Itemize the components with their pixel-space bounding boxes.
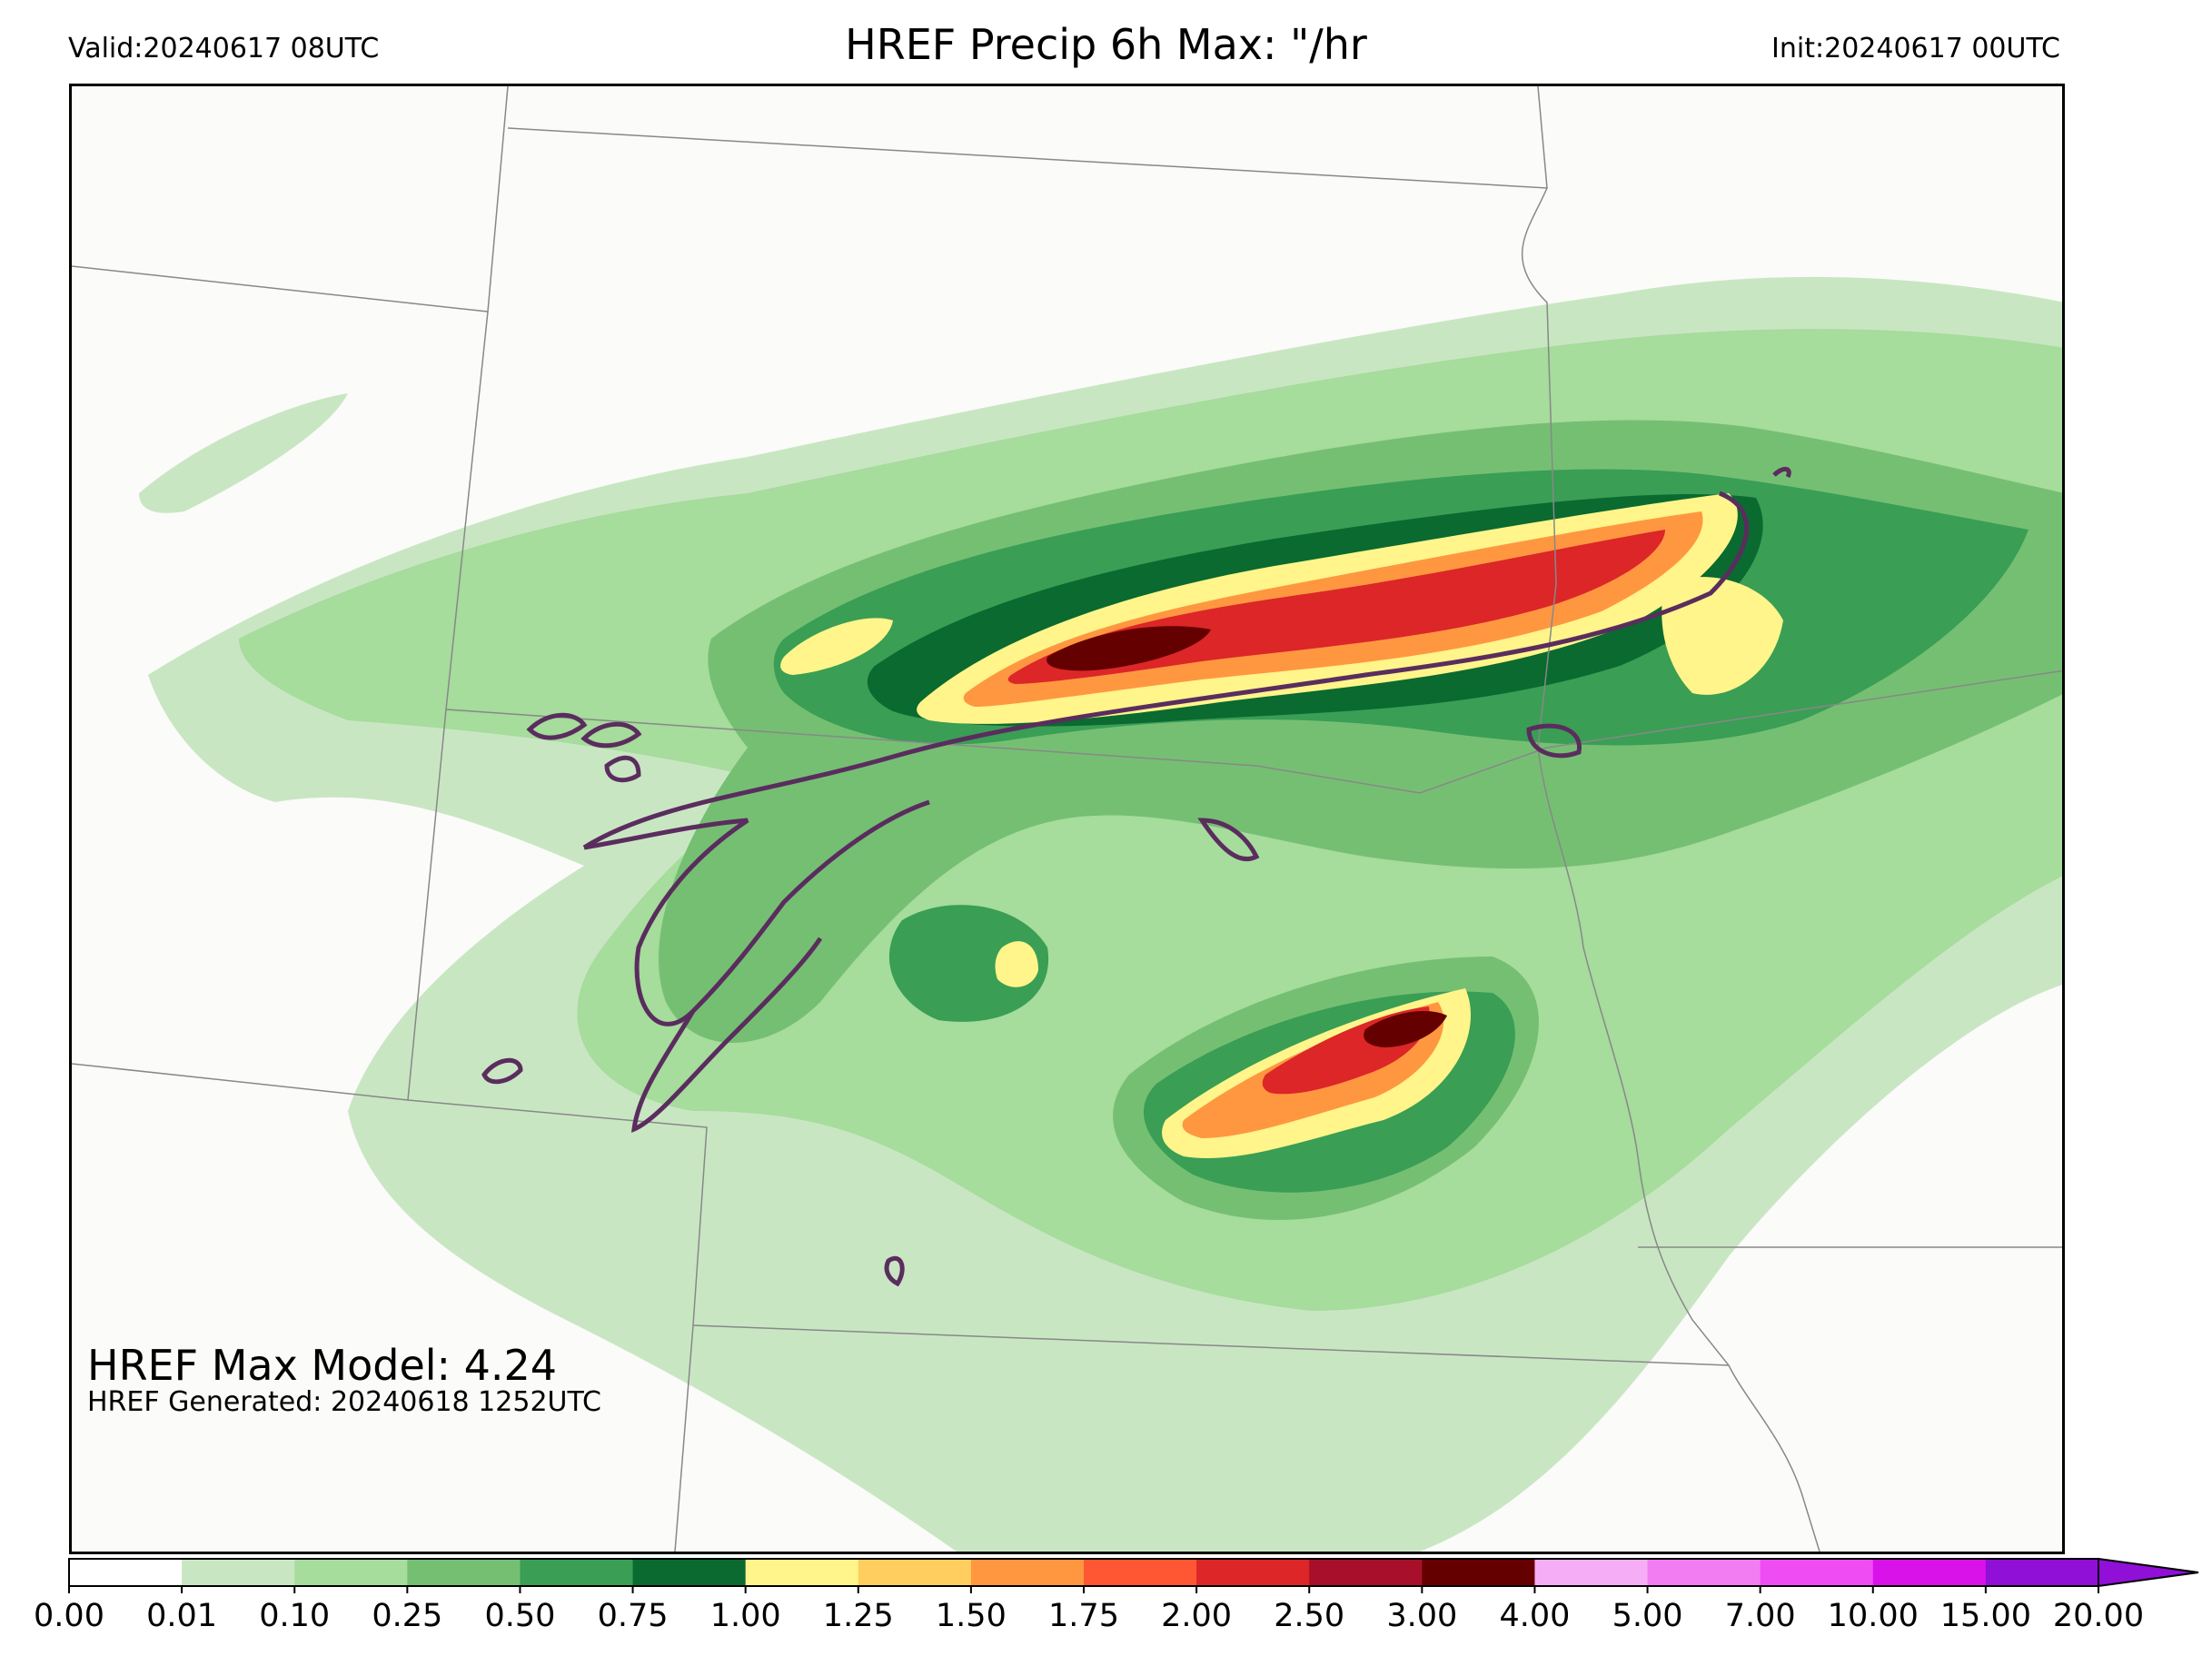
map-canvas: [72, 86, 2062, 1552]
colorbar-cell: [970, 1559, 1085, 1586]
colorbar-tick-label: 15.00: [1940, 1598, 2031, 1634]
colorbar-tick-label: 1.75: [1048, 1598, 1119, 1634]
colorbar-tick-label: 20.00: [2053, 1598, 2144, 1634]
colorbar-tick-label: 0.10: [259, 1598, 330, 1634]
colorbar-cell: [1309, 1559, 1423, 1586]
precip-map: [69, 84, 2065, 1554]
colorbar-tick-label: 0.25: [372, 1598, 442, 1634]
colorbar-tick-label: 0.01: [146, 1598, 217, 1634]
colorbar-tick-label: 1.00: [710, 1598, 781, 1634]
colorbar-tick-label: 1.50: [936, 1598, 1007, 1634]
colorbar-cell: [182, 1559, 295, 1586]
colorbar-tick-label: 4.00: [1499, 1598, 1570, 1634]
colorbar-cell: [1872, 1559, 1987, 1586]
colorbar-cell: [632, 1559, 747, 1586]
colorbar-tick-label: 7.00: [1725, 1598, 1796, 1634]
colorbar-cell: [1534, 1559, 1649, 1586]
colorbar-cell: [1084, 1559, 1197, 1586]
colorbar-tick-label: 5.00: [1612, 1598, 1683, 1634]
colorbar-tick-label: 0.50: [484, 1598, 555, 1634]
colorbar-cell: [1985, 1559, 2099, 1586]
colorbar-cell: [1196, 1559, 1310, 1586]
colorbar-cell: [520, 1559, 634, 1586]
colorbar-cells: [68, 1557, 2199, 1588]
valid-time-label: Valid:20240617 08UTC: [68, 33, 380, 64]
precip-band-dark-red: [1046, 626, 1447, 1047]
colorbar-cell: [407, 1559, 521, 1586]
max-model-label: HREF Max Model: 4.24: [87, 1341, 558, 1390]
colorbar-tick-label: 10.00: [1828, 1598, 1919, 1634]
colorbar-cell: [1760, 1559, 1874, 1586]
colorbar-tick-label: 2.00: [1161, 1598, 1232, 1634]
colorbar: 0.00 0.01 0.10 0.25 0.50 0.75 1.00 1.25 1.50 1.75…: [34, 1557, 2199, 1634]
colorbar-cell: [1422, 1559, 1535, 1586]
colorbar-cell: [858, 1559, 972, 1586]
colorbar-tick-label: 2.50: [1274, 1598, 1344, 1634]
purple-contours: [481, 467, 1791, 1287]
colorbar-cell: [294, 1559, 408, 1586]
colorbar-tick-label: 0.00: [34, 1598, 104, 1634]
colorbar-cell: [69, 1559, 183, 1586]
colorbar-cell: [1647, 1559, 1761, 1586]
map-title: HREF Precip 6h Max: "/hr: [845, 20, 1367, 69]
generated-time-label: HREF Generated: 20240618 1252UTC: [87, 1386, 602, 1418]
colorbar-tick-label: 3.00: [1386, 1598, 1457, 1634]
colorbar-cell: [745, 1559, 859, 1586]
init-time-label: Init:20240617 00UTC: [1771, 33, 2060, 64]
state-borders: [72, 86, 2062, 1552]
colorbar-tick-label: 0.75: [598, 1598, 669, 1634]
colorbar-ticks: 0.00 0.01 0.10 0.25 0.50 0.75 1.00 1.25 1.50 1.75…: [34, 1586, 2144, 1634]
colorbar-tick-label: 1.25: [823, 1598, 894, 1634]
colorbar-extend-arrow: [2098, 1557, 2199, 1588]
